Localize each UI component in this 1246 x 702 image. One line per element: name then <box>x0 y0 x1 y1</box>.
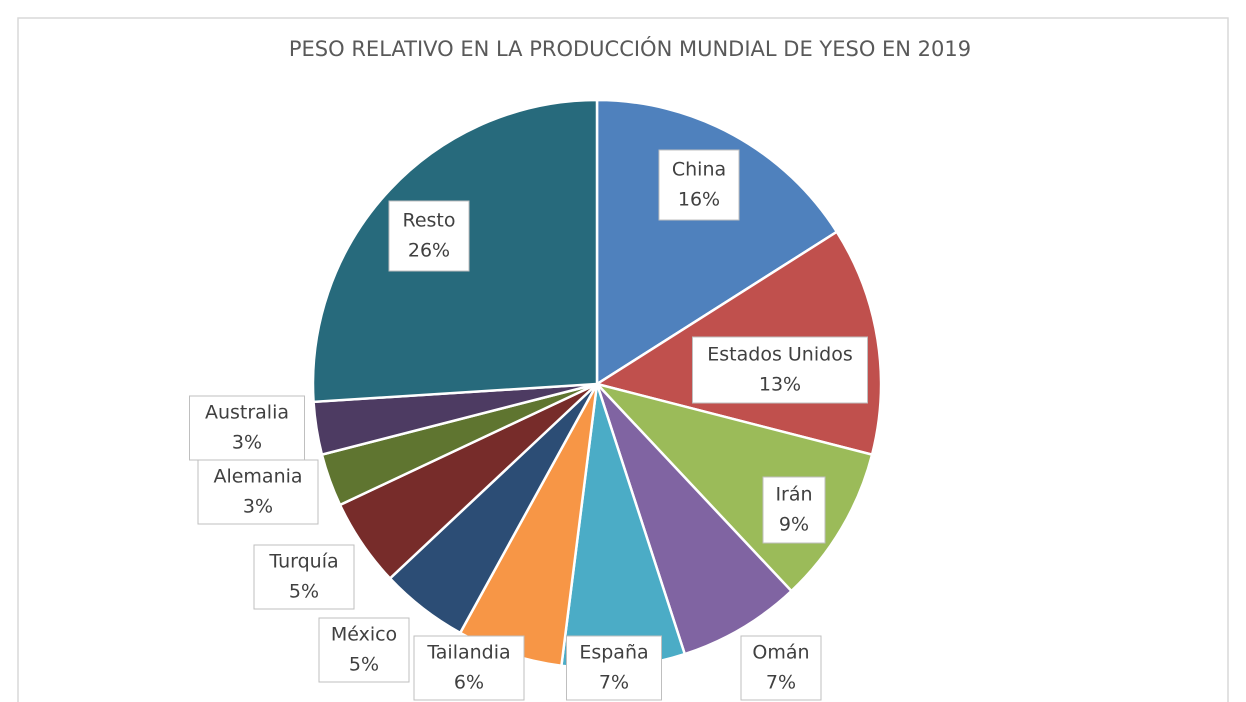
category-label: Resto <box>402 210 455 232</box>
value-label: 7% <box>599 672 629 694</box>
label-box <box>692 336 868 404</box>
category-label: Estados Unidos <box>707 344 852 366</box>
value-label: 5% <box>289 581 319 603</box>
value-label: 3% <box>243 496 273 518</box>
label-box <box>658 149 740 221</box>
label-box <box>762 476 826 544</box>
chart-frame <box>17 17 1229 702</box>
value-label: 9% <box>779 514 809 536</box>
pie-slice <box>595 98 839 387</box>
label-box <box>197 459 319 525</box>
value-label: 7% <box>766 672 796 694</box>
value-label: 13% <box>759 374 801 396</box>
value-label: 5% <box>349 654 379 676</box>
pie-slice <box>595 383 794 656</box>
category-label: Tailandia <box>426 642 510 664</box>
value-label: 16% <box>678 189 720 211</box>
category-label: México <box>331 624 397 646</box>
label-box <box>318 617 410 683</box>
value-label: 3% <box>232 432 262 454</box>
category-label: China <box>672 159 726 181</box>
label-box <box>189 395 305 461</box>
category-label: Australia <box>205 402 289 424</box>
label-box <box>740 635 822 701</box>
category-label: Alemania <box>213 466 302 488</box>
label-box <box>388 200 470 272</box>
category-label: Irán <box>775 484 812 506</box>
label-box <box>413 635 525 701</box>
value-label: 6% <box>454 672 484 694</box>
label-box <box>253 544 355 610</box>
category-label: España <box>579 642 648 664</box>
value-label: 26% <box>408 240 450 262</box>
label-box <box>566 635 662 701</box>
chart-title: PESO RELATIVO EN LA PRODUCCIÓN MUNDIAL D… <box>289 36 971 61</box>
category-label: Omán <box>752 642 809 664</box>
category-label: Turquía <box>268 551 338 573</box>
